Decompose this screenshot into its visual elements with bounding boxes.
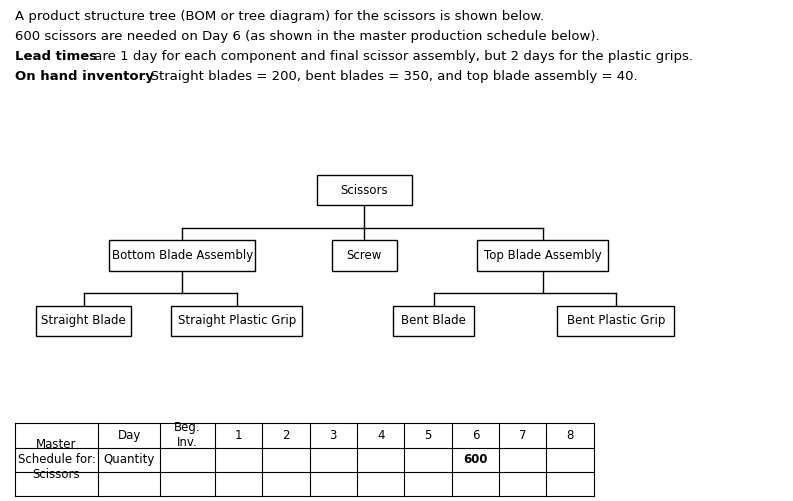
Text: Lead times: Lead times xyxy=(14,50,97,63)
Text: Bent Plastic Grip: Bent Plastic Grip xyxy=(566,314,665,327)
Text: Bent Blade: Bent Blade xyxy=(401,314,466,327)
Text: are 1 day for each component and final scissor assembly, but 2 days for the plas: are 1 day for each component and final s… xyxy=(90,50,693,63)
Text: 8: 8 xyxy=(566,429,574,442)
Text: 2: 2 xyxy=(282,429,289,442)
Text: Top Blade Assembly: Top Blade Assembly xyxy=(484,249,602,262)
Text: Straight Blade: Straight Blade xyxy=(41,314,126,327)
Text: A product structure tree (BOM or tree diagram) for the scissors is shown below.: A product structure tree (BOM or tree di… xyxy=(14,10,544,23)
Text: 5: 5 xyxy=(424,429,431,442)
Text: Straight Plastic Grip: Straight Plastic Grip xyxy=(178,314,296,327)
Text: Beg.
Inv.: Beg. Inv. xyxy=(174,421,201,449)
Text: 1: 1 xyxy=(235,429,243,442)
Text: 600: 600 xyxy=(463,453,488,466)
Text: Scissors: Scissors xyxy=(340,184,388,197)
Text: Master
Schedule for:
Scissors: Master Schedule for: Scissors xyxy=(17,438,95,481)
Text: 6: 6 xyxy=(472,429,479,442)
FancyBboxPatch shape xyxy=(477,240,608,271)
Text: Quantity: Quantity xyxy=(104,453,155,466)
FancyBboxPatch shape xyxy=(109,240,255,271)
Text: Day: Day xyxy=(117,429,141,442)
Text: : Straight blades = 200, bent blades = 350, and top blade assembly = 40.: : Straight blades = 200, bent blades = 3… xyxy=(142,70,638,83)
Text: 4: 4 xyxy=(377,429,385,442)
FancyBboxPatch shape xyxy=(171,306,302,336)
Text: Screw: Screw xyxy=(347,249,382,262)
FancyBboxPatch shape xyxy=(317,175,412,205)
Text: 600 scissors are needed on Day 6 (as shown in the master production schedule bel: 600 scissors are needed on Day 6 (as sho… xyxy=(14,30,600,43)
FancyBboxPatch shape xyxy=(36,306,131,336)
FancyBboxPatch shape xyxy=(393,306,473,336)
Text: 3: 3 xyxy=(330,429,337,442)
FancyBboxPatch shape xyxy=(557,306,674,336)
Text: On hand inventory: On hand inventory xyxy=(14,70,154,83)
Text: Bottom Blade Assembly: Bottom Blade Assembly xyxy=(112,249,253,262)
FancyBboxPatch shape xyxy=(331,240,397,271)
Text: 7: 7 xyxy=(519,429,527,442)
